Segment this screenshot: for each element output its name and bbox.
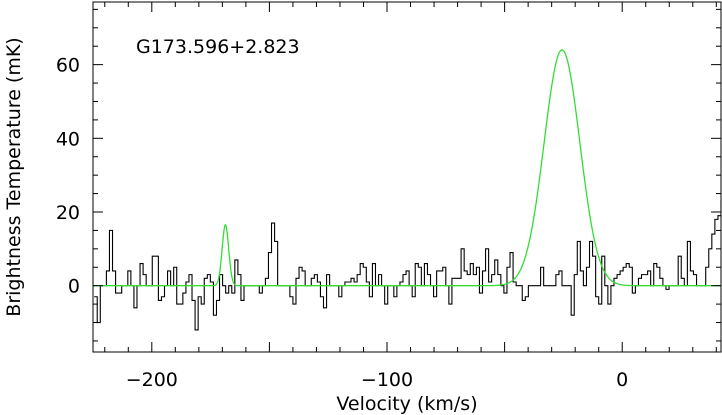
y-tick-label: 0 (68, 276, 80, 298)
y-tick-label: 20 (56, 202, 80, 224)
x-tick-label: 0 (616, 369, 628, 391)
y-axis-label: Brightness Temperature (mK) (3, 37, 25, 316)
plot-frame (92, 1, 722, 353)
x-axis-label: Velocity (km/s) (336, 393, 477, 415)
observed-spectrum-line (94, 200, 721, 331)
y-tick-label: 40 (56, 128, 80, 150)
x-tick-label: −100 (361, 369, 413, 391)
y-tick-label: 60 (56, 55, 80, 77)
plot-traces (93, 49, 721, 331)
axis-tick-labels: −200 −100 0 0 20 40 60 (56, 55, 628, 391)
source-name-annotation: G173.596+2.823 (136, 36, 300, 58)
gaussian-fit-line (93, 49, 721, 287)
x-tick-label: −200 (126, 369, 178, 391)
axis-ticks (93, 2, 721, 352)
